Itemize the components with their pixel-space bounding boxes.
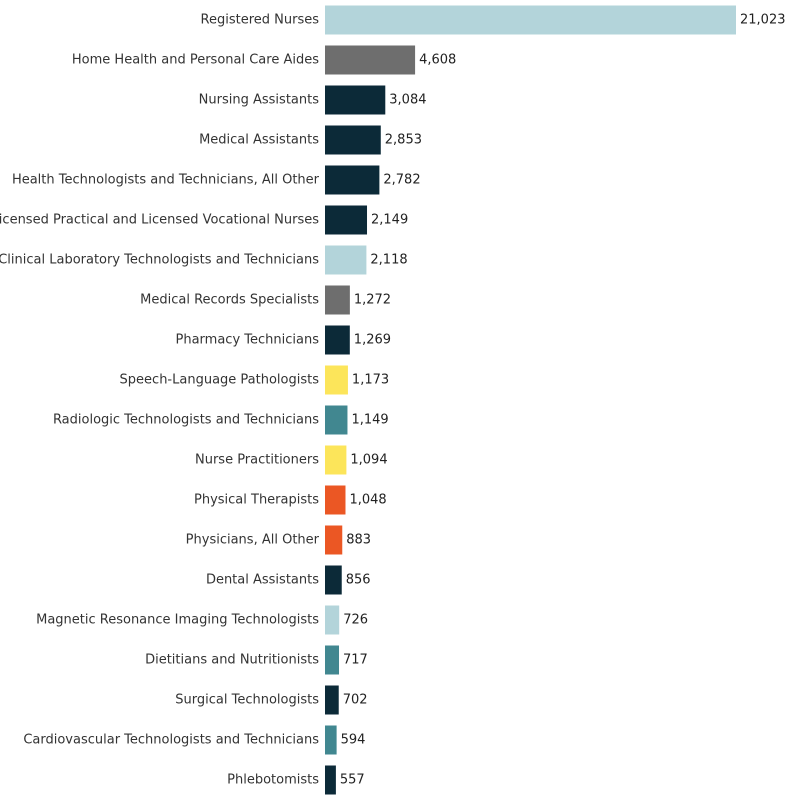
bar[interactable] bbox=[325, 525, 343, 555]
category-label: Registered Nurses bbox=[201, 13, 320, 28]
category-label: Physicians, All Other bbox=[186, 533, 320, 548]
category-label: Physical Therapists bbox=[194, 493, 319, 508]
bar[interactable] bbox=[325, 605, 340, 635]
bar[interactable] bbox=[325, 565, 342, 595]
category-label: Pharmacy Technicians bbox=[176, 333, 320, 348]
category-label: Magnetic Resonance Imaging Technologists bbox=[36, 613, 319, 628]
category-label: Nursing Assistants bbox=[199, 93, 320, 108]
bar[interactable] bbox=[325, 645, 340, 675]
value-label: 856 bbox=[346, 573, 371, 588]
category-label: Licensed Practical and Licensed Vocation… bbox=[0, 213, 319, 228]
category-label: Radiologic Technologists and Technicians bbox=[53, 413, 319, 428]
value-label: 4,608 bbox=[419, 53, 456, 68]
value-label: 2,853 bbox=[385, 133, 422, 148]
category-label: Nurse Practitioners bbox=[195, 453, 319, 468]
value-label: 1,094 bbox=[350, 453, 387, 468]
bar[interactable] bbox=[325, 85, 386, 115]
bar[interactable] bbox=[325, 725, 337, 755]
bar[interactable] bbox=[325, 365, 348, 395]
value-label: 1,272 bbox=[354, 293, 391, 308]
bar[interactable] bbox=[325, 405, 348, 435]
category-label: Clinical Laboratory Technologists and Te… bbox=[0, 253, 319, 268]
value-label: 594 bbox=[341, 733, 366, 748]
bar[interactable] bbox=[325, 5, 736, 35]
category-label: Surgical Technologists bbox=[175, 693, 319, 708]
value-label: 1,173 bbox=[352, 373, 389, 388]
value-label: 21,023 bbox=[740, 13, 786, 28]
value-label: 717 bbox=[343, 653, 368, 668]
category-label: Dietitians and Nutritionists bbox=[145, 653, 319, 668]
value-label: 1,269 bbox=[354, 333, 391, 348]
value-label: 1,048 bbox=[349, 493, 386, 508]
category-label: Health Technologists and Technicians, Al… bbox=[12, 173, 320, 188]
value-label: 2,149 bbox=[371, 213, 408, 228]
bar[interactable] bbox=[325, 445, 347, 475]
value-label: 2,782 bbox=[383, 173, 420, 188]
bar[interactable] bbox=[325, 125, 381, 155]
bar[interactable] bbox=[325, 685, 339, 715]
category-label: Medical Assistants bbox=[199, 133, 319, 148]
category-label: Dental Assistants bbox=[206, 573, 319, 588]
bar[interactable] bbox=[325, 765, 336, 795]
value-label: 883 bbox=[346, 533, 371, 548]
category-label: Cardiovascular Technologists and Technic… bbox=[23, 733, 319, 748]
category-label: Home Health and Personal Care Aides bbox=[72, 53, 319, 68]
bar[interactable] bbox=[325, 325, 350, 355]
value-label: 1,149 bbox=[351, 413, 388, 428]
bar[interactable] bbox=[325, 165, 380, 195]
bar[interactable] bbox=[325, 285, 350, 315]
category-label: Medical Records Specialists bbox=[140, 293, 319, 308]
category-label: Speech-Language Pathologists bbox=[120, 373, 320, 388]
category-label: Phlebotomists bbox=[227, 773, 319, 788]
bar[interactable] bbox=[325, 245, 367, 275]
value-label: 702 bbox=[343, 693, 368, 708]
bar[interactable] bbox=[325, 205, 368, 235]
value-label: 2,118 bbox=[370, 253, 407, 268]
bar[interactable] bbox=[325, 45, 416, 75]
value-label: 557 bbox=[340, 773, 365, 788]
value-label: 3,084 bbox=[389, 93, 426, 108]
value-label: 726 bbox=[343, 613, 368, 628]
bar[interactable] bbox=[325, 485, 346, 515]
